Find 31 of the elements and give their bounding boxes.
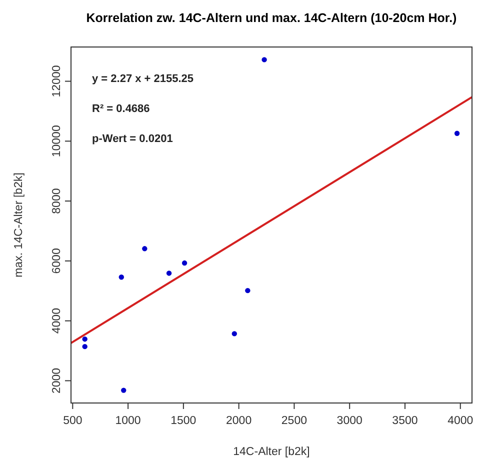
point xyxy=(232,331,237,336)
point xyxy=(454,130,460,136)
y-tick-label: 10000 xyxy=(51,125,63,158)
y-tick-label: 6000 xyxy=(51,248,63,274)
y-tick-label: 8000 xyxy=(51,188,63,214)
point xyxy=(118,274,124,280)
x-tick-label: 1000 xyxy=(115,415,141,427)
y-tick-label: 4000 xyxy=(51,308,63,334)
x-tick-label: 4000 xyxy=(448,415,474,427)
x-tick-label: 2000 xyxy=(226,415,252,427)
annotation: p-Wert = 0.0201 xyxy=(92,133,173,145)
point xyxy=(82,336,88,342)
x-tick-label: 3000 xyxy=(336,415,362,427)
y-tick-label: 2000 xyxy=(51,368,63,394)
y-axis-title: max. 14C-Alter [b2k] xyxy=(13,172,25,278)
point xyxy=(121,388,126,393)
x-tick-label: 2500 xyxy=(281,415,308,427)
x-tick-label: 500 xyxy=(63,415,82,427)
annotation: R² = 0.4686 xyxy=(92,103,150,115)
point xyxy=(182,260,188,266)
annotation: y = 2.27 x + 2155.25 xyxy=(92,73,194,85)
point xyxy=(82,344,88,350)
point xyxy=(245,288,250,294)
chart-title: Korrelation zw. 14C-Altern und max. 14C-Altern (10-20cm Hor.) xyxy=(86,11,457,25)
x-tick-label: 1500 xyxy=(170,415,196,427)
point xyxy=(262,57,267,62)
x-tick-label: 3500 xyxy=(392,415,418,427)
point xyxy=(142,246,148,252)
point xyxy=(166,270,172,276)
y-tick-label: 12000 xyxy=(51,65,63,98)
x-axis-title: 14C-Alter [b2k] xyxy=(233,446,310,458)
